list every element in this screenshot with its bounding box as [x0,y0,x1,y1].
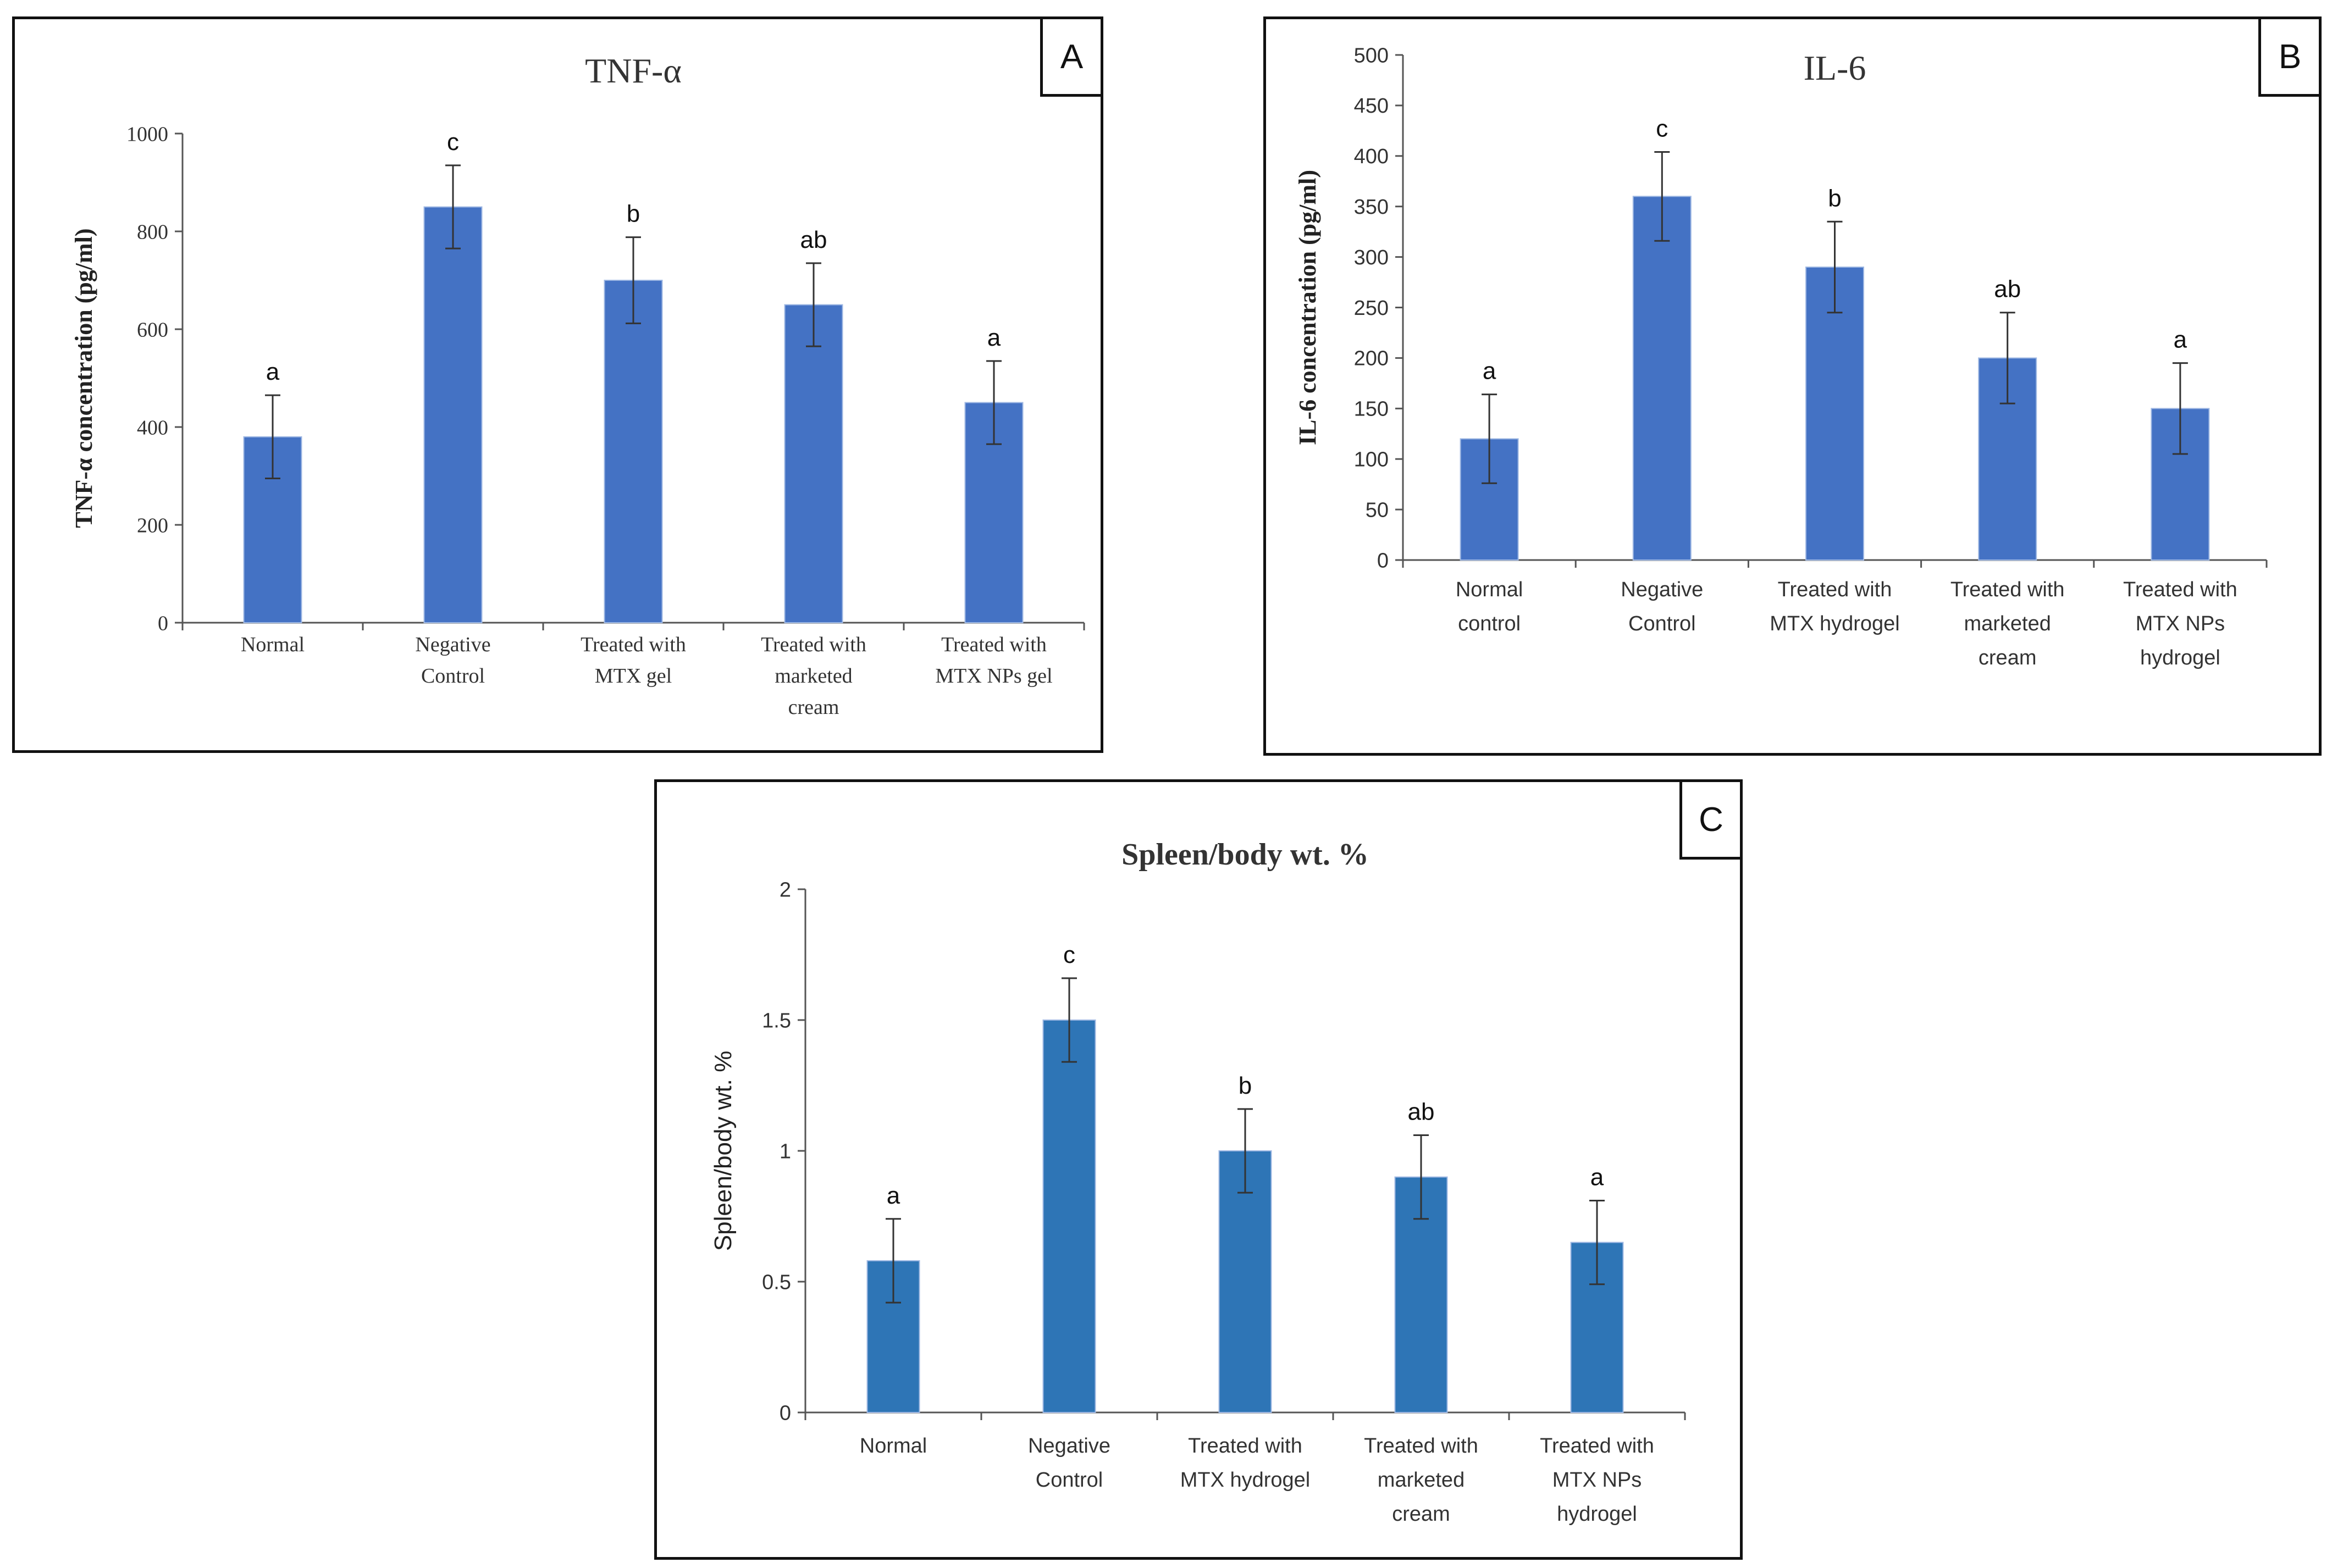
y-tick-label: 250 [1354,297,1389,320]
y-tick-label: 300 [1354,246,1389,269]
category-label: MTX hydrogel [1180,1469,1311,1492]
y-tick-label: 500 [1354,44,1389,67]
significance-label: a [987,324,1001,351]
spleen-body-chart: Spleen/body wt. % Spleen/body wt. % 0 0.5 1 1… [710,838,1686,1526]
y-tick-label: 1 [780,1140,791,1163]
significance-label: c [1063,941,1075,968]
category-label: Treated with [761,633,866,656]
y-tick-label: 350 [1354,196,1389,219]
y-tick-label: 150 [1354,398,1389,421]
category-label: Treated with [1364,1434,1478,1458]
category-label: cream [1979,646,2037,669]
category-label: marketed [775,664,852,688]
panel-letter-a: A [1040,16,1103,97]
category-label: MTX hydrogel [1770,612,1900,635]
category-label: hydrogel [2140,646,2220,669]
y-axis-label: Spleen/body wt. % [710,1051,737,1251]
y-tick-label: 0 [1377,549,1389,572]
category-label: Normal [860,1434,927,1458]
category-label: MTX gel [595,664,672,688]
significance-label: a [1590,1163,1604,1190]
bar-4 [784,304,843,623]
panel-c: C Spleen/body wt. % Spleen/body wt. % 0 0.5… [654,779,1743,1560]
significance-label: ab [800,226,827,253]
significance-label: a [2174,326,2187,353]
category-label: marketed [1378,1469,1465,1492]
significance-label: c [447,129,459,156]
y-tick-label: 0.5 [762,1271,791,1294]
y-tick-label: 400 [1354,145,1389,168]
category-label: Treated with [941,633,1047,656]
category-label: Control [1036,1469,1103,1492]
bar-2 [1042,1020,1096,1413]
y-tick-label: 0 [158,612,168,635]
panel-a: A TNF-α TNF-α concentration (pg/ml) 0 200 40… [12,16,1103,753]
category-label: Treated with [1950,578,2065,601]
category-label: Treated with [2123,578,2237,601]
y-tick-label: 50 [1366,498,1389,522]
category-label: MTX NPs gel [935,664,1052,688]
il6-chart: IL-6 IL-6 concentration (pg/ml) 0 50 100 150 2… [1294,44,2268,669]
bar-2 [423,206,483,623]
panel-letter-c: C [1679,779,1743,860]
category-label: hydrogel [1557,1503,1637,1526]
y-axis-label: TNF-α concentration (pg/ml) [70,228,97,528]
category-label: cream [788,696,839,719]
category-label: Negative [1028,1434,1110,1458]
category-label: cream [1392,1503,1450,1526]
y-tick-label: 1.5 [762,1009,791,1032]
y-tick-label: 200 [1354,347,1389,370]
significance-label: ab [1408,1098,1435,1125]
y-axis-label: IL-6 concentration (pg/ml) [1294,170,1321,445]
category-label: Normal [241,633,305,656]
category-label: MTX NPs [1552,1469,1642,1492]
y-tick-label: 200 [137,514,168,537]
chart-title: Spleen/body wt. % [1121,838,1369,872]
category-label: MTX NPs [2136,612,2225,635]
y-tick-label: 600 [137,318,168,341]
significance-label: b [1828,185,1841,212]
significance-label: b [627,201,640,228]
y-tick-label: 1000 [126,123,168,146]
significance-label: c [1656,115,1668,142]
y-tick-label: 450 [1354,95,1389,118]
panel-letter-b: B [2258,16,2322,97]
bar-3 [604,280,663,623]
tnf-alpha-chart: TNF-α TNF-α concentration (pg/ml) 0 200 400 6… [70,51,1085,719]
category-label: Control [1628,612,1696,635]
chart-title: IL-6 [1804,48,1866,87]
significance-label: a [887,1182,900,1209]
category-label: Negative [415,633,490,656]
y-tick-label: 400 [137,416,168,439]
bar-3 [1805,266,1864,561]
bar-3 [1218,1150,1272,1413]
y-tick-label: 2 [780,878,791,901]
y-tick-label: 0 [780,1401,791,1425]
bar-4 [1394,1176,1448,1413]
bar-2 [1632,196,1692,561]
panel-b: B IL-6 IL-6 concentration (pg/ml) 0 50 100 15… [1263,16,2322,756]
significance-label: b [1239,1072,1252,1099]
category-label: Treated with [581,633,686,656]
significance-label: a [1483,358,1496,385]
category-label: control [1458,612,1521,635]
category-label: Control [421,664,485,688]
chart-title: TNF-α [585,51,682,90]
category-label: Treated with [1188,1434,1302,1458]
category-label: marketed [1964,612,2051,635]
y-tick-label: 800 [137,220,168,243]
y-tick-label: 100 [1354,448,1389,472]
category-label: Negative [1621,578,1703,601]
significance-label: a [266,358,280,385]
significance-label: ab [1994,276,2021,303]
category-label: Treated with [1540,1434,1654,1458]
category-label: Normal [1456,578,1523,601]
category-label: Treated with [1778,578,1892,601]
